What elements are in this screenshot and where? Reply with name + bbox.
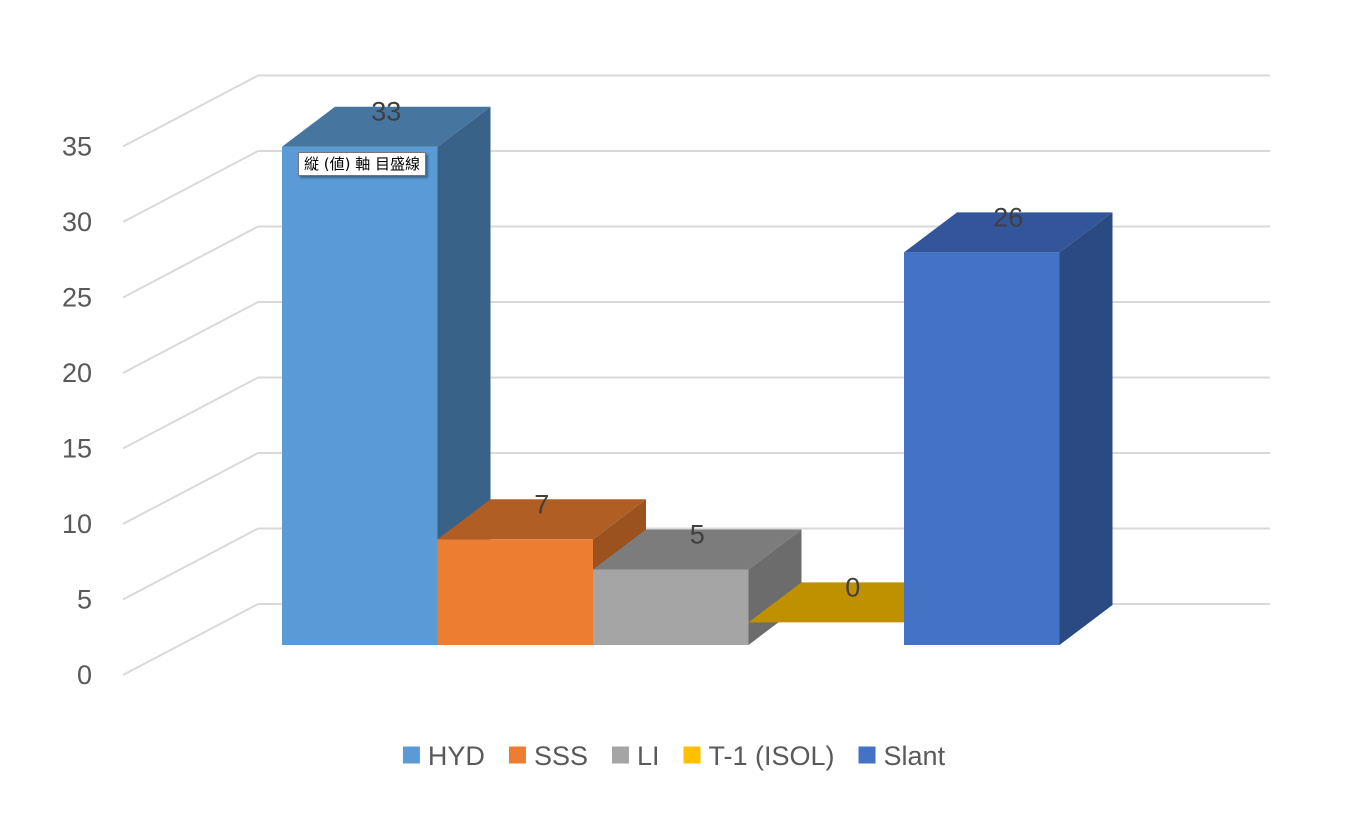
bar-top bbox=[437, 499, 646, 540]
y-tick-label: 35 bbox=[62, 132, 92, 162]
y-tick-label: 30 bbox=[62, 207, 92, 237]
legend-swatch bbox=[858, 746, 876, 764]
bars bbox=[282, 106, 1113, 645]
gridline-diagonal bbox=[122, 376, 259, 450]
bar-front bbox=[593, 569, 749, 645]
bar-front bbox=[904, 252, 1060, 645]
gridline-diagonal bbox=[122, 150, 259, 223]
gridline-diagonal bbox=[122, 527, 259, 601]
data-label: 7 bbox=[534, 489, 549, 519]
bar-front bbox=[282, 146, 438, 645]
y-tick-label: 25 bbox=[62, 283, 92, 313]
legend-label: Slant bbox=[884, 741, 946, 771]
gridline-diagonal bbox=[122, 452, 259, 525]
bar-front bbox=[437, 539, 593, 645]
bar-top bbox=[282, 106, 491, 147]
legend-swatch bbox=[402, 746, 420, 764]
gridline-diagonal bbox=[122, 603, 259, 676]
legend-swatch bbox=[611, 746, 629, 764]
data-label: 5 bbox=[690, 520, 705, 550]
y-tick-label: 20 bbox=[62, 358, 92, 388]
y-axis: 0 5 10 15 20 25 30 35 bbox=[62, 132, 92, 691]
bar-top bbox=[904, 212, 1113, 253]
data-labels: 33 7 5 0 26 bbox=[371, 97, 1023, 603]
legend-label: SSS bbox=[534, 741, 588, 771]
legend-label: T-1 (ISOL) bbox=[709, 741, 835, 771]
legend-swatch bbox=[683, 746, 701, 764]
data-label: 0 bbox=[845, 572, 860, 602]
y-tick-label: 15 bbox=[62, 434, 92, 464]
y-tick-label: 0 bbox=[77, 660, 92, 690]
legend-swatch bbox=[508, 746, 526, 764]
gridline-diagonal bbox=[122, 301, 259, 374]
y-tick-label: 5 bbox=[77, 585, 92, 615]
data-label: 26 bbox=[993, 202, 1023, 232]
data-label: 33 bbox=[371, 97, 401, 127]
legend: HYD SSS LI T-1 (ISOL) Slant bbox=[402, 741, 946, 771]
gridline-diagonal bbox=[122, 74, 259, 148]
legend-label: LI bbox=[637, 741, 660, 771]
bar-top bbox=[593, 529, 802, 570]
gridline-diagonal bbox=[122, 225, 259, 299]
bar-side bbox=[1059, 212, 1113, 645]
gridline-tooltip: 縦 (値) 軸 目盛線 bbox=[298, 152, 427, 176]
y-tick-label: 10 bbox=[62, 509, 92, 539]
legend-label: HYD bbox=[428, 741, 485, 771]
